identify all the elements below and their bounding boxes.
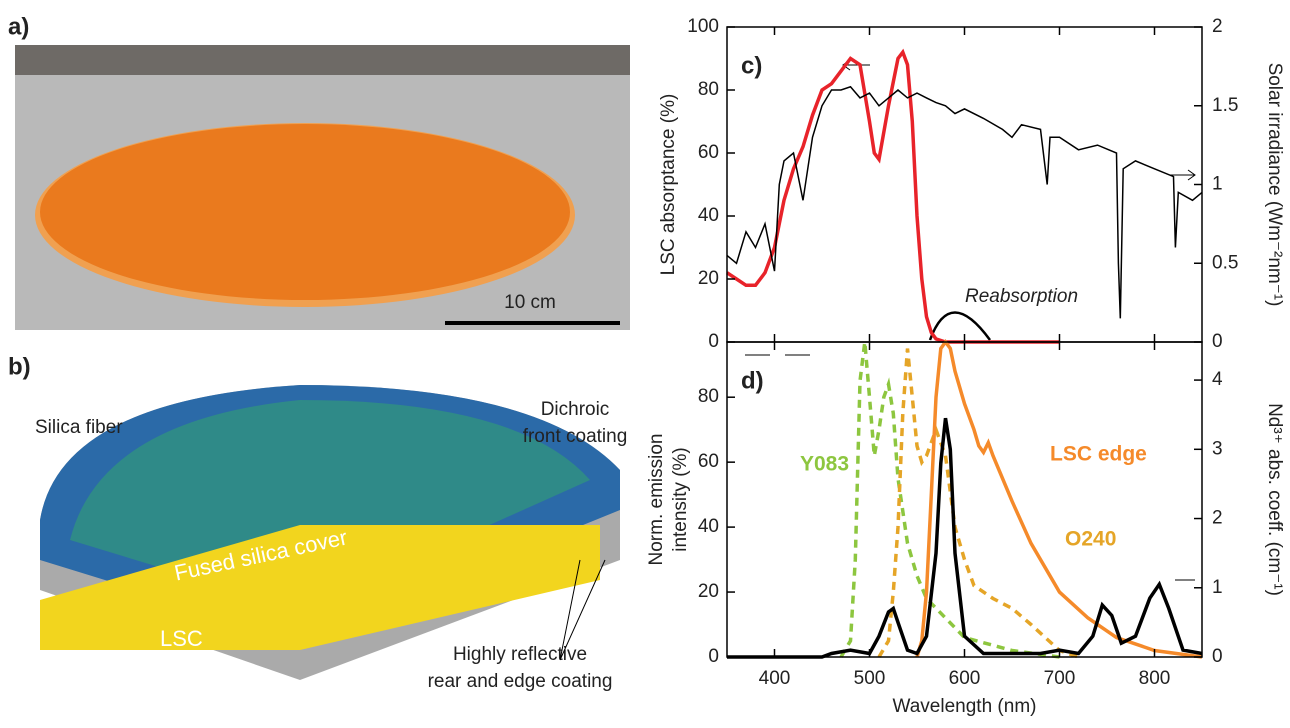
y-axis-label: intensity (%) [670,447,691,552]
series-label: LSC edge [1050,443,1147,466]
y-tick-label: 20 [698,581,719,602]
data-line [726,48,1060,344]
annotation: LSC [160,626,203,651]
panel-label: d) [741,367,764,394]
annotation: Silica fiber [35,417,123,438]
data-line [915,339,1203,659]
y-tick-label: 60 [698,451,719,472]
panel-label: c) [741,52,762,79]
annotation: Highly reflective [453,644,587,665]
x-tick-label: 600 [949,668,981,689]
axis-arrow [1170,169,1196,181]
y-axis-label: LSC absorptance (%) [658,94,679,276]
data-line [726,85,1203,319]
render-lsc [40,525,600,650]
y-tick-label: 100 [687,16,719,37]
x-tick-label: 700 [1044,668,1076,689]
series-label: O240 [1065,528,1116,551]
y2-axis-label: Nd³⁺ abs. coeff. (cm⁻¹) [1264,403,1285,596]
y2-tick-label: 3 [1212,438,1223,459]
y-tick-label: 40 [698,516,719,537]
y2-tick-label: 2 [1212,508,1223,529]
y2-tick-label: 2 [1212,16,1223,37]
x-tick-label: 800 [1139,668,1171,689]
y-tick-label: 60 [698,142,719,163]
x-tick-label: 400 [759,668,791,689]
lsc-disc [40,124,570,300]
data-line [727,417,1203,659]
y2-tick-label: 1.5 [1212,95,1238,116]
data-line [877,348,1080,659]
annotation: Reabsorption [965,286,1078,307]
y-axis-label: Norm. emission [646,434,667,566]
y-tick-label: 40 [698,205,719,226]
y2-tick-label: 0 [1212,331,1223,352]
scale-label: 10 cm [504,292,556,313]
y-tick-label: 80 [698,386,719,407]
annotation: rear and edge coating [428,671,613,692]
series-label: Y083 [800,453,849,476]
panel-label: b) [8,353,31,380]
y2-tick-label: 4 [1212,369,1223,390]
y2-axis-label: Solar irradiance (Wm⁻²nm⁻¹) [1264,63,1285,307]
y-tick-label: 0 [708,331,719,352]
y2-tick-label: 0 [1212,646,1223,667]
annotation: front coating [523,426,628,447]
y-tick-label: 0 [708,646,719,667]
y2-tick-label: 1 [1212,174,1223,195]
reabsorption-arrow [928,311,992,341]
y-tick-label: 20 [698,268,719,289]
y2-tick-label: 0.5 [1212,252,1238,273]
panel-label: a) [8,13,29,40]
y-tick-label: 80 [698,79,719,100]
photo-background [15,45,630,75]
axis-arrow [745,354,1195,581]
pointer [559,559,606,661]
annotation: Dichroic [541,399,610,420]
plot-frame [726,341,1203,658]
x-axis-label: Wavelength (nm) [893,696,1037,717]
x-tick-label: 500 [854,668,886,689]
data-line [839,341,1060,659]
y2-tick-label: 1 [1212,577,1223,598]
